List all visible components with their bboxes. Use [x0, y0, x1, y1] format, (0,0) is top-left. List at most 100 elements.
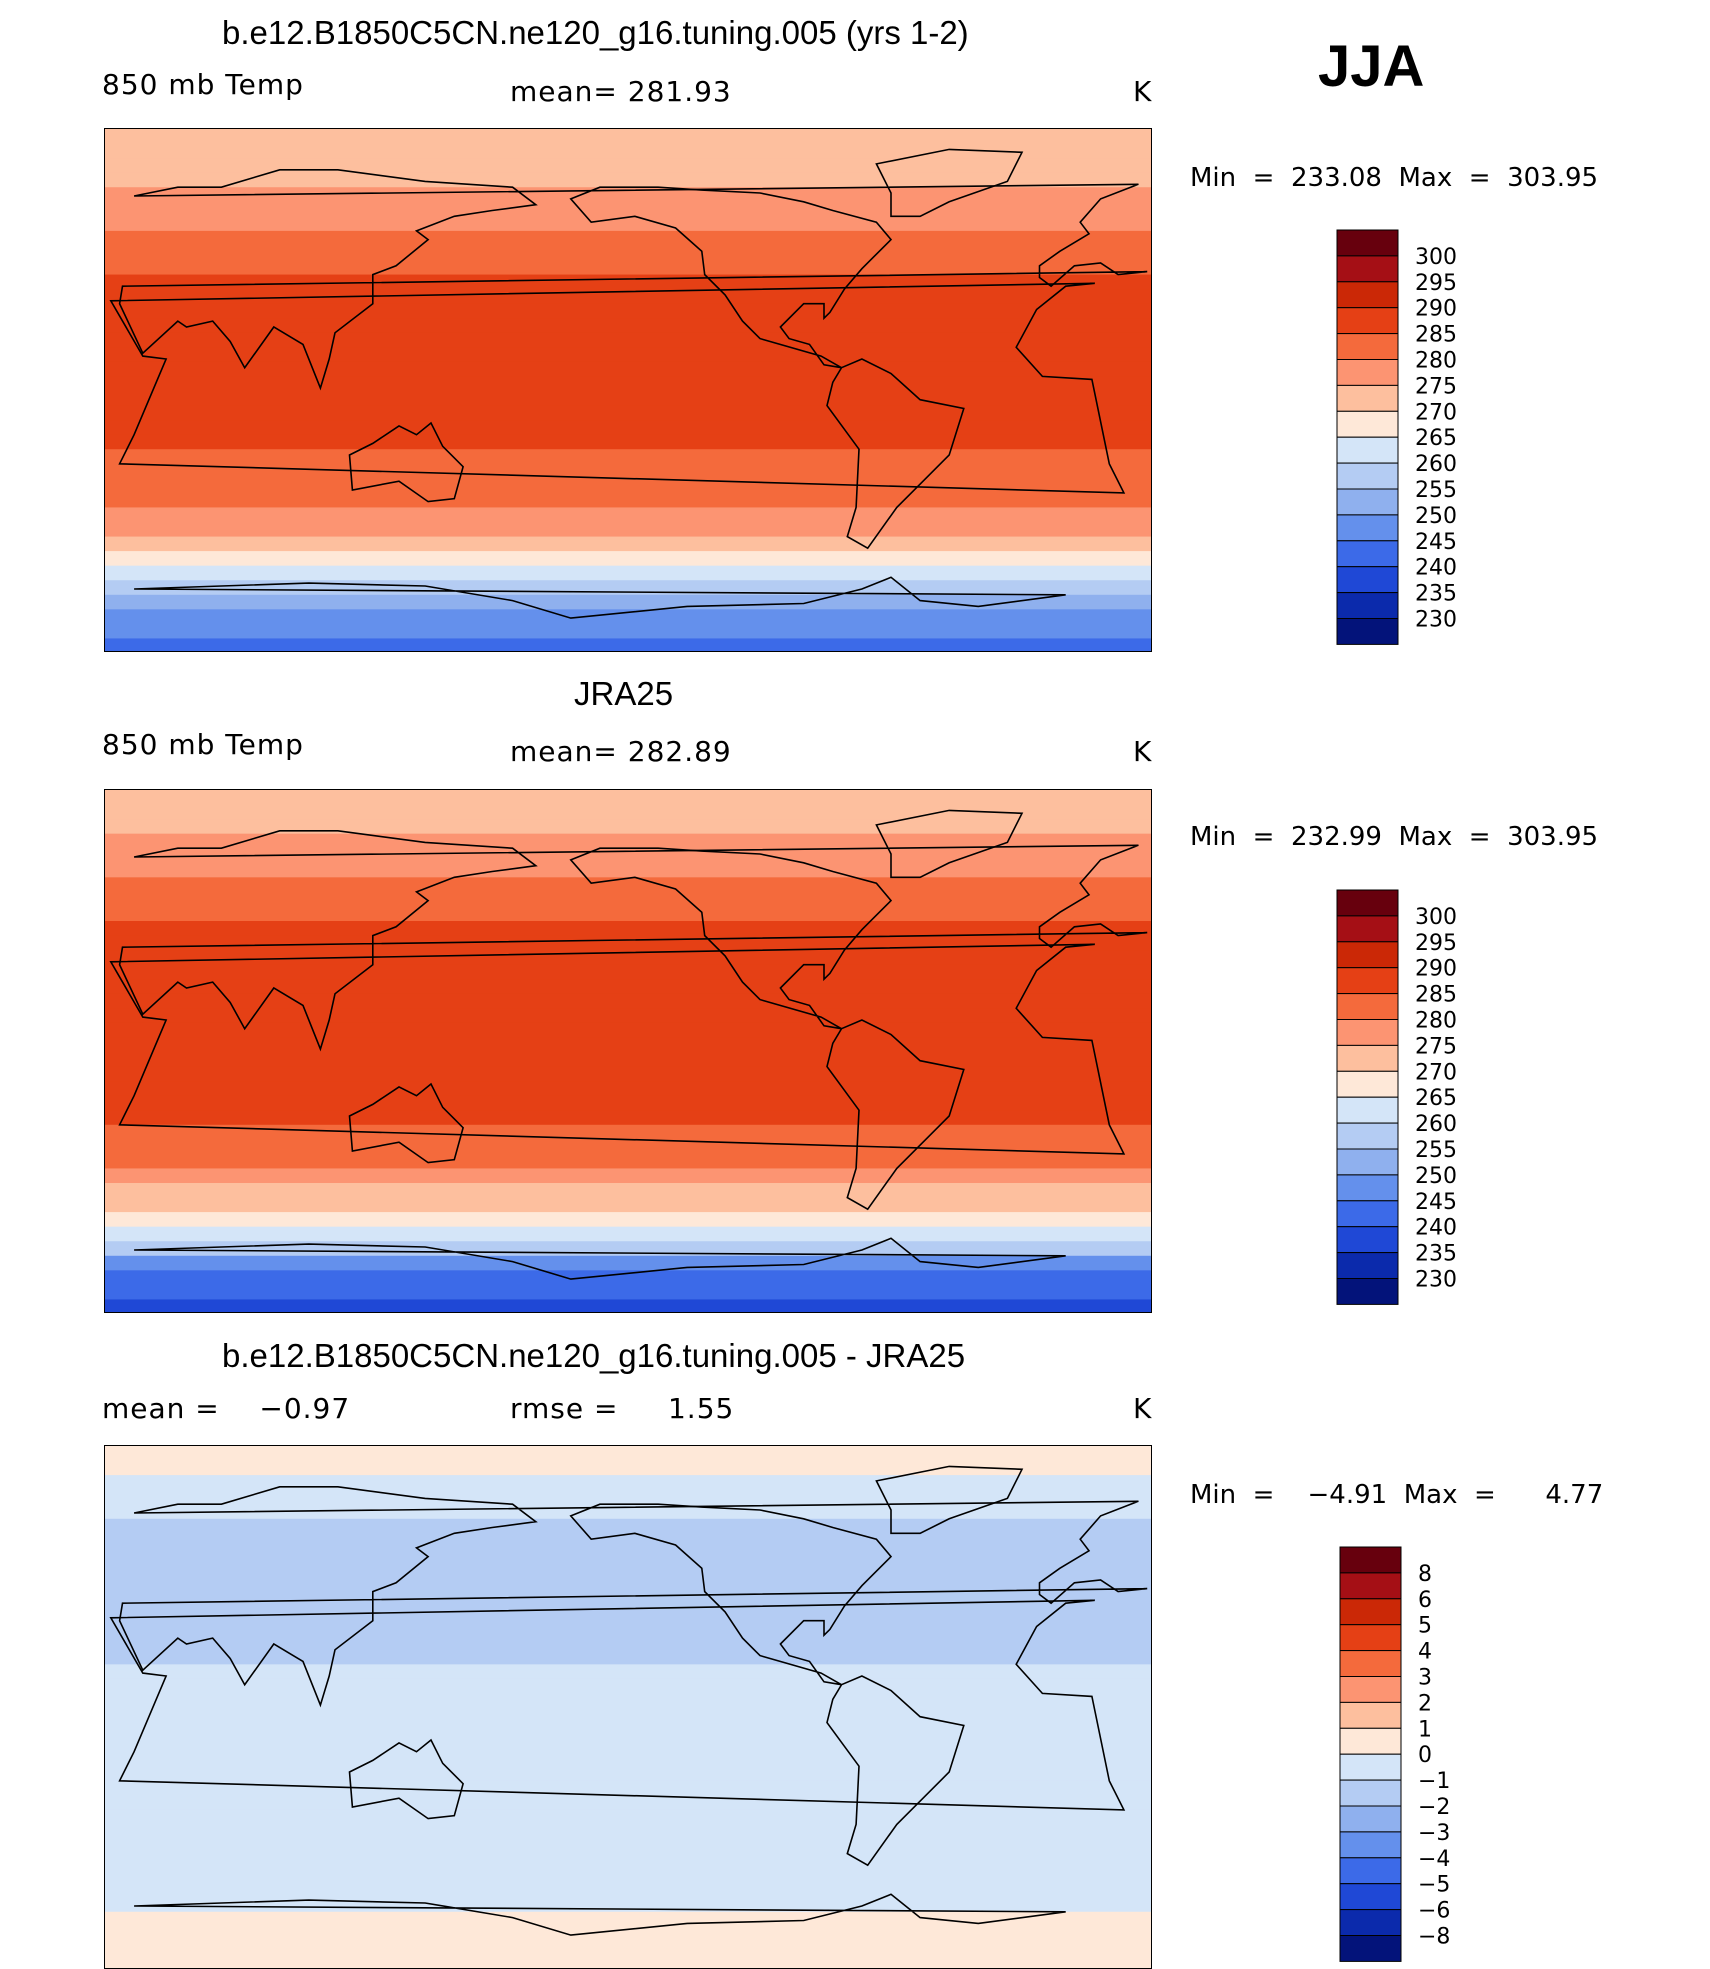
- colorbar-box: [1336, 915, 1399, 943]
- coastline-eurasia: [118, 1485, 1148, 1708]
- colorbar-box: [1336, 1096, 1399, 1124]
- colorbar-box: [1336, 514, 1399, 542]
- colorbar-tick-label: 250: [1415, 1164, 1457, 1189]
- colorbar-tick-label: 240: [1415, 1216, 1457, 1241]
- lat-band-cell: [105, 1649, 1151, 1665]
- colorbar-box: [1339, 1883, 1402, 1911]
- lat-band-cell: [105, 260, 1151, 276]
- colorbar-tick-label: 295: [1415, 271, 1457, 296]
- panel3-map: [104, 1445, 1152, 1969]
- colorbar-box: [1336, 540, 1399, 568]
- colorbar-tick-label: −1: [1418, 1769, 1450, 1794]
- colorbar-box: [1336, 1174, 1399, 1202]
- colorbar-box: [1339, 1624, 1402, 1652]
- lat-band-cell: [105, 790, 1151, 806]
- colorbar-box: [1339, 1650, 1402, 1677]
- panel2-title: JRA25: [574, 675, 674, 712]
- lat-band-cell: [105, 1839, 1151, 1855]
- lat-band-cell: [105, 1212, 1151, 1228]
- lat-band-cell: [105, 1955, 1151, 1968]
- lat-band-cell: [105, 935, 1151, 951]
- lat-band-cell: [105, 1460, 1151, 1476]
- colorbar-tick-label: 0: [1418, 1743, 1432, 1768]
- lat-band-cell: [105, 862, 1151, 878]
- colorbar-tick-label: 275: [1415, 1034, 1457, 1059]
- colorbar-tick-label: 280: [1415, 1009, 1457, 1034]
- lat-band-cell: [105, 303, 1151, 319]
- colorbar-tick-label: 245: [1415, 1190, 1457, 1215]
- lat-band-cell: [105, 833, 1151, 849]
- colorbar-tick-label: 270: [1415, 400, 1457, 425]
- lat-band-cell: [105, 1153, 1151, 1170]
- panel2-units: K: [1133, 735, 1153, 768]
- lat-band-cell: [105, 492, 1151, 509]
- colorbar-box: [1336, 1019, 1399, 1046]
- coastlines: [109, 809, 1148, 1280]
- lat-bands: [105, 129, 1151, 651]
- lat-band-cell: [105, 449, 1151, 465]
- panel3-minmax: Min = −4.91 Max = 4.77: [1190, 1480, 1604, 1510]
- colorbar-box: [1339, 1701, 1402, 1729]
- coastline-antarctica: [134, 1237, 1066, 1280]
- colorbar-box: [1336, 1044, 1399, 1072]
- lat-band-cell: [105, 420, 1151, 436]
- coastline-north-america: [569, 847, 893, 1030]
- lat-band-cell: [105, 1547, 1151, 1564]
- lat-band-cell: [105, 536, 1151, 552]
- colorbar-box: [1336, 1122, 1399, 1150]
- coastlines: [109, 1465, 1148, 1936]
- colorbar-tick-label: 2: [1418, 1691, 1432, 1716]
- lat-band-cell: [105, 950, 1151, 966]
- lat-band-cell: [105, 216, 1151, 232]
- colorbar-box: [1339, 1831, 1402, 1859]
- colorbar-box: [1336, 889, 1399, 917]
- lat-band-cell: [105, 1882, 1151, 1898]
- lat-band-cell: [105, 1533, 1151, 1549]
- lat-band-cell: [105, 1751, 1151, 1767]
- panel1-map: [104, 128, 1152, 652]
- lat-band-cell: [105, 1226, 1151, 1242]
- panel2-colorbar: 300 295 290 285 280 275 270 265 260 255 250 245 240 2…: [1336, 889, 1537, 1305]
- panel1-minmax: Min = 233.08 Max = 303.95: [1190, 163, 1599, 193]
- colorbar-box: [1339, 1857, 1402, 1885]
- colorbar-tick-label: 270: [1415, 1060, 1457, 1085]
- lat-band-cell: [105, 1081, 1151, 1097]
- lat-band-cell: [105, 1066, 1151, 1082]
- lat-band-cell: [105, 1446, 1151, 1462]
- lat-band-cell: [105, 1052, 1151, 1068]
- lat-band-cell: [105, 172, 1151, 188]
- colorbar-box: [1336, 410, 1399, 438]
- lat-band-cell: [105, 1853, 1151, 1869]
- panel2-left-label: 850 mb Temp: [102, 728, 304, 761]
- coastline-north-america: [569, 1503, 893, 1686]
- colorbar-tick-label: 290: [1415, 297, 1457, 322]
- colorbar-box: [1336, 307, 1399, 335]
- colorbar-box: [1336, 436, 1399, 464]
- lat-band-cell: [105, 993, 1151, 1009]
- panel2-center-label: mean= 282.89: [510, 735, 732, 768]
- colorbar-tick-label: −5: [1418, 1873, 1450, 1898]
- panel3-title: b.e12.B1850C5CN.ne120_g16.tuning.005 - J…: [222, 1337, 966, 1374]
- panel3-units: K: [1133, 1392, 1153, 1425]
- colorbar-box: [1336, 1252, 1399, 1280]
- colorbar-box: [1339, 1805, 1402, 1833]
- panel3-center-label: rmse = 1.55: [510, 1392, 735, 1425]
- lat-band-cell: [105, 1868, 1151, 1884]
- lat-band-cell: [105, 551, 1151, 567]
- lat-bands: [105, 1446, 1151, 1968]
- colorbar-tick-label: 295: [1415, 931, 1457, 956]
- colorbar-box: [1336, 462, 1399, 490]
- colorbar-box: [1336, 566, 1399, 594]
- lat-band-cell: [105, 580, 1151, 596]
- lat-band-cell: [105, 201, 1151, 217]
- coastline-greenland: [875, 148, 1024, 218]
- lat-band-cell: [105, 274, 1151, 290]
- colorbar-box: [1336, 359, 1399, 386]
- panel3-left-label: mean = −0.97: [102, 1392, 351, 1425]
- colorbar-tick-label: 300: [1415, 905, 1457, 930]
- colorbar-tick-label: 235: [1415, 582, 1457, 607]
- coastline-south-america: [826, 1019, 965, 1211]
- colorbar-tick-label: 1: [1418, 1717, 1432, 1742]
- season-label: JJA: [1318, 34, 1425, 99]
